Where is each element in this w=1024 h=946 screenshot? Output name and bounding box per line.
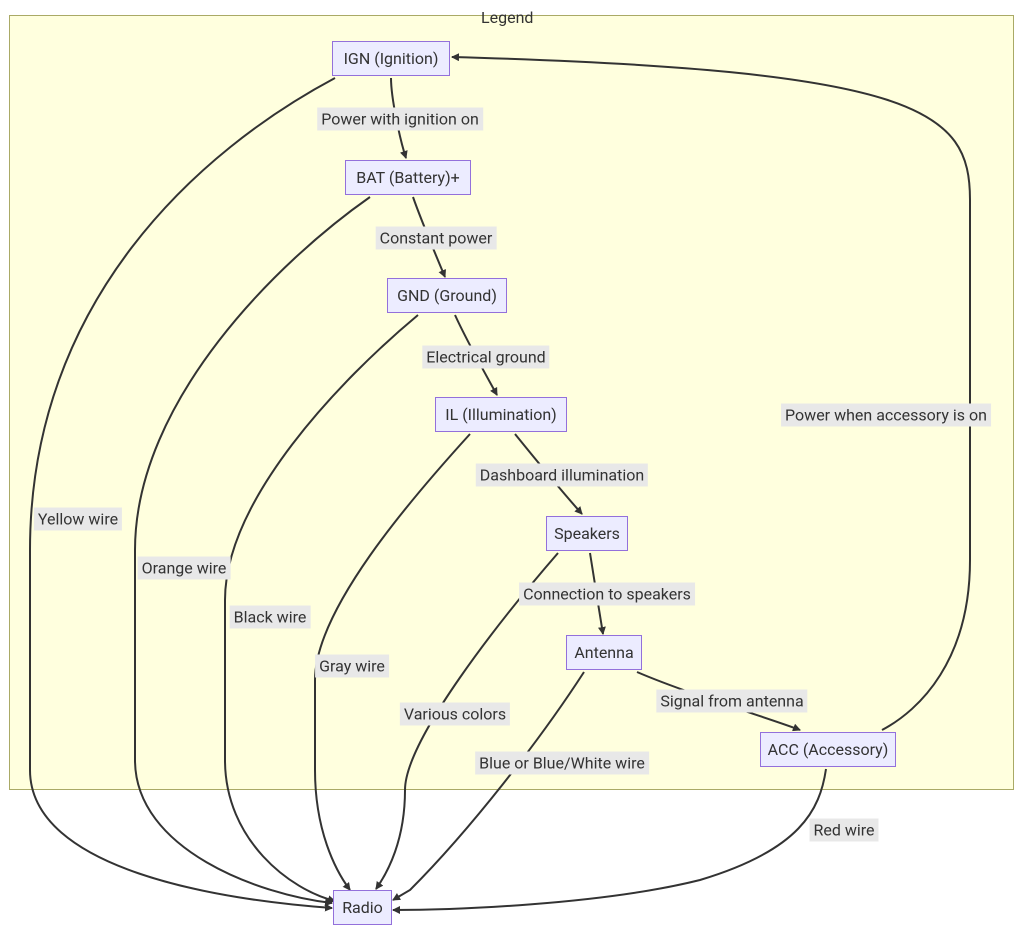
edge-label-antenna-radio: Blue or Blue/White wire	[475, 752, 649, 775]
edge-label-bat-radio: Orange wire	[138, 557, 231, 580]
edge-label-speakers-radio: Various colors	[400, 703, 510, 726]
node-radio: Radio	[333, 890, 392, 925]
node-ign: IGN (Ignition)	[332, 41, 450, 76]
node-acc: ACC (Accessory)	[760, 732, 896, 767]
edge-label-speakers-antenna: Connection to speakers	[519, 583, 695, 606]
edge-label-acc-radio: Red wire	[809, 819, 878, 842]
edge-label-il-radio: Gray wire	[315, 655, 389, 678]
node-bat: BAT (Battery)+	[345, 160, 471, 195]
legend-title: Legend	[481, 8, 533, 27]
node-il: IL (Illumination)	[435, 397, 567, 432]
edge-label-ign-bat: Power with ignition on	[317, 108, 483, 131]
node-gnd: GND (Ground)	[387, 278, 507, 313]
edge-label-ign-radio: Yellow wire	[34, 508, 122, 531]
edge-label-gnd-il: Electrical ground	[422, 346, 549, 369]
edge-label-gnd-radio: Black wire	[230, 606, 311, 629]
edge-label-acc-ign: Power when accessory is on	[781, 404, 991, 427]
edge-label-il-speakers: Dashboard illumination	[476, 464, 648, 487]
edge-label-bat-gnd: Constant power	[376, 227, 497, 250]
node-antenna: Antenna	[566, 635, 642, 670]
node-speakers: Speakers	[546, 516, 628, 551]
edge-label-antenna-acc: Signal from antenna	[656, 690, 807, 713]
diagram-canvas: Legend IGN (Ignition) BAT (Battery)+ GND (…	[0, 0, 1024, 946]
edge-acc-radio	[393, 769, 826, 910]
